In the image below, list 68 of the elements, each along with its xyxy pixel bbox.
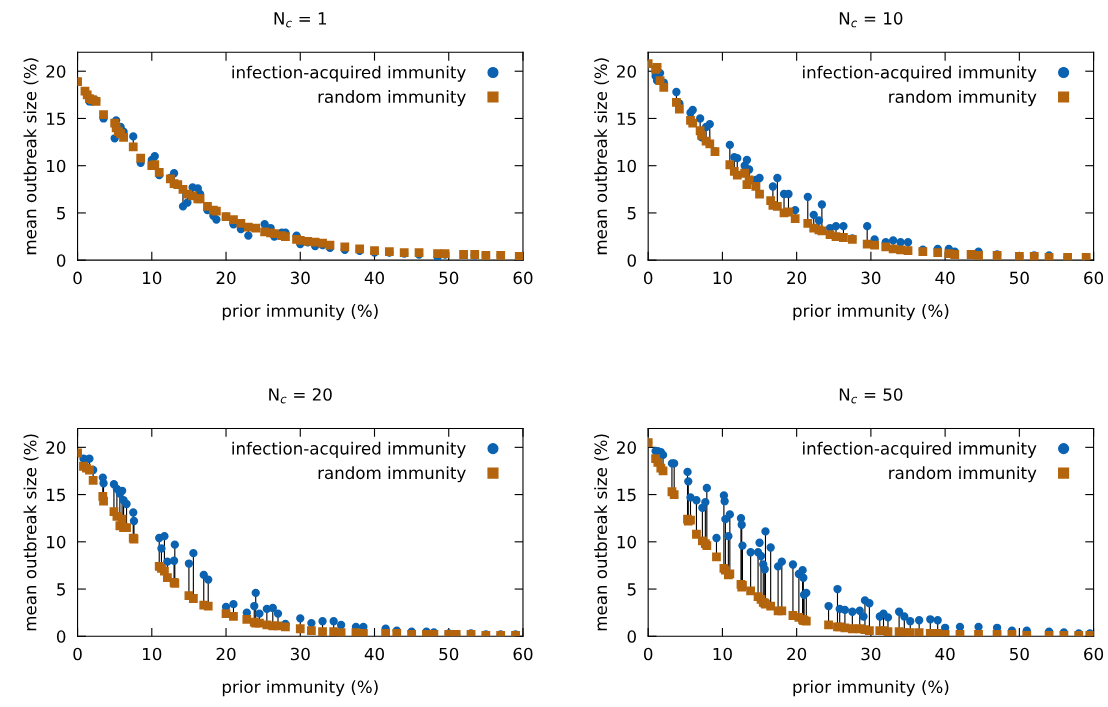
x-tick-label: 20 — [216, 271, 236, 285]
x-tick-label: 30 — [290, 647, 310, 661]
x-axis-title: prior immunity (%) — [222, 680, 378, 697]
y-axis-title: mean outbreak size (%) — [23, 58, 39, 255]
y-tick-label: 5 — [627, 207, 636, 220]
x-tick-label: 0 — [73, 647, 82, 661]
x-tick-label: 10 — [713, 271, 732, 285]
legend-label: infection-acquired immunity — [232, 441, 466, 458]
y-tick-label: 20 — [46, 441, 66, 454]
x-tick-label: 20 — [787, 271, 807, 285]
y-tick-label: 15 — [617, 112, 636, 126]
legend-label: infection-acquired immunity — [803, 65, 1037, 82]
y-tick-label: 10 — [617, 159, 636, 173]
x-tick-label: 30 — [861, 271, 881, 285]
y-axis-title: mean outbreak size (%) — [23, 434, 39, 631]
x-tick-label: 40 — [364, 647, 384, 661]
x-axis-title: prior immunity (%) — [793, 304, 949, 321]
x-tick-label: 0 — [643, 271, 653, 285]
x-tick-label: 30 — [861, 647, 881, 661]
x-tick-label: 0 — [643, 647, 653, 661]
legend-label: random immunity — [889, 90, 1037, 107]
x-tick-label: 20 — [216, 647, 236, 661]
x-tick-label: 10 — [143, 271, 162, 285]
legend-label: random immunity — [318, 90, 466, 107]
x-tick-label: 40 — [935, 647, 955, 661]
chart-title: N$_{c}$ = 50 — [839, 388, 903, 404]
x-tick-label: 60 — [1084, 647, 1104, 661]
legend-label: random immunity — [318, 466, 466, 483]
y-axis-title: mean outbreak size (%) — [594, 58, 610, 255]
x-tick-label: 60 — [513, 647, 533, 661]
x-tick-label: 0 — [73, 271, 82, 285]
x-tick-label: 40 — [935, 271, 955, 285]
legend-label: random immunity — [889, 466, 1037, 483]
y-axis-title: mean outbreak size (%) — [594, 434, 610, 631]
y-tick-label: 20 — [617, 65, 636, 78]
chart-title: N$_{c}$ = 10 — [839, 12, 903, 28]
x-tick-label: 60 — [1084, 271, 1104, 285]
chart-title: N$_{c}$ = 1 — [274, 12, 327, 28]
y-tick-label: 20 — [46, 65, 66, 78]
x-tick-label: 20 — [787, 647, 807, 661]
y-tick-label: 15 — [47, 112, 65, 126]
x-axis-title: prior immunity (%) — [222, 304, 378, 321]
chart-title: N$_{c}$ = 20 — [269, 388, 332, 404]
x-axis-title: prior immunity (%) — [793, 680, 949, 697]
x-tick-label: 50 — [1010, 271, 1029, 285]
y-tick-label: 0 — [627, 630, 636, 643]
legend-label: infection-acquired immunity — [803, 441, 1037, 458]
x-tick-label: 30 — [290, 271, 310, 285]
y-tick-label: 0 — [627, 254, 636, 267]
x-tick-label: 50 — [1010, 647, 1029, 661]
x-tick-label: 60 — [513, 271, 533, 285]
y-tick-label: 10 — [617, 535, 636, 549]
y-tick-label: 15 — [617, 488, 636, 502]
y-tick-label: 0 — [56, 254, 66, 267]
x-tick-label: 10 — [143, 647, 162, 661]
x-tick-label: 50 — [439, 647, 459, 661]
x-tick-label: 50 — [439, 271, 459, 285]
y-tick-label: 0 — [56, 630, 66, 643]
legend-label: infection-acquired immunity — [232, 65, 466, 82]
y-tick-label: 20 — [617, 441, 636, 454]
y-tick-label: 5 — [627, 583, 636, 596]
x-tick-label: 10 — [713, 647, 732, 661]
x-tick-label: 40 — [364, 271, 384, 285]
y-tick-label: 5 — [57, 583, 65, 596]
y-tick-label: 10 — [47, 159, 66, 173]
y-tick-label: 10 — [47, 535, 66, 549]
y-tick-label: 5 — [57, 207, 65, 220]
y-tick-label: 15 — [47, 488, 65, 502]
